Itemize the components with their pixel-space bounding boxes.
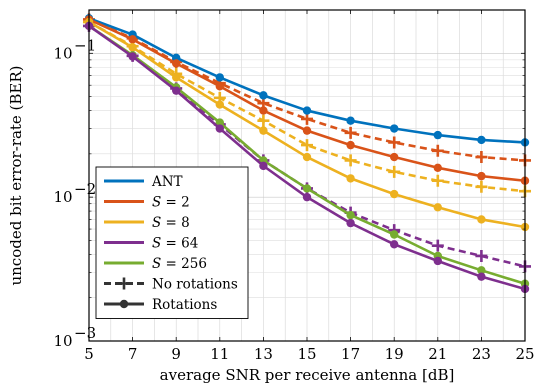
y-tick-label: 10 bbox=[53, 332, 72, 350]
series-layer bbox=[83, 13, 531, 294]
data-point bbox=[302, 152, 312, 162]
data-point bbox=[388, 165, 401, 178]
series-line bbox=[88, 24, 526, 268]
data-point bbox=[477, 272, 486, 281]
legend-marker bbox=[119, 299, 129, 309]
data-point bbox=[128, 52, 137, 61]
data-point bbox=[302, 106, 312, 115]
data-point bbox=[431, 144, 444, 157]
data-point bbox=[433, 163, 442, 172]
data-point bbox=[390, 152, 399, 162]
legend-item: S = 256 bbox=[104, 256, 207, 272]
x-axis-label: average SNR per receive antenna [dB] bbox=[160, 366, 455, 384]
data-point bbox=[172, 73, 181, 82]
y-tick-label-exponent: −3 bbox=[74, 324, 96, 342]
data-point bbox=[346, 218, 355, 228]
legend-marker bbox=[118, 277, 130, 290]
x-tick-label: 15 bbox=[297, 345, 316, 363]
data-point bbox=[344, 154, 357, 167]
x-tick-label: 21 bbox=[428, 345, 447, 363]
legend-label: Rotations bbox=[152, 297, 217, 313]
legend-item: Rotations bbox=[104, 297, 217, 313]
y-tick-label: 10 bbox=[53, 188, 72, 206]
x-tick-label: 7 bbox=[128, 345, 138, 363]
data-point bbox=[215, 100, 224, 109]
data-point bbox=[431, 239, 444, 252]
data-point bbox=[301, 112, 313, 125]
legend-item: ANT bbox=[104, 174, 183, 190]
data-point bbox=[433, 203, 442, 212]
legend-label: No rotations bbox=[152, 277, 238, 293]
series-s=2-solid bbox=[84, 15, 530, 185]
data-point bbox=[128, 35, 137, 44]
data-point bbox=[477, 135, 486, 145]
legend-label: ANT bbox=[151, 174, 183, 190]
x-tick-label: 5 bbox=[84, 345, 94, 363]
data-point bbox=[475, 151, 488, 164]
data-point bbox=[215, 124, 224, 133]
x-tick-label: 25 bbox=[515, 345, 534, 363]
legend-label: S = 8 bbox=[152, 215, 190, 231]
data-point bbox=[172, 86, 181, 95]
y-tick-label-exponent: −1 bbox=[74, 36, 96, 54]
data-point bbox=[477, 215, 486, 224]
data-point bbox=[302, 184, 312, 193]
data-point bbox=[259, 106, 268, 115]
x-tick-label: 9 bbox=[171, 345, 181, 363]
data-point bbox=[390, 230, 399, 239]
data-point bbox=[259, 126, 268, 135]
data-point bbox=[215, 118, 224, 127]
series-ant-solid bbox=[84, 14, 530, 147]
data-point bbox=[172, 59, 181, 68]
x-tick-label: 11 bbox=[210, 345, 229, 363]
data-point bbox=[431, 174, 444, 187]
data-point bbox=[433, 130, 442, 140]
legend-item: S = 2 bbox=[104, 195, 190, 211]
data-point bbox=[346, 140, 355, 150]
series-line bbox=[88, 20, 526, 193]
x-tick-label: 13 bbox=[254, 345, 273, 363]
data-point bbox=[302, 192, 312, 202]
series-s=8-solid bbox=[84, 17, 530, 232]
data-point bbox=[346, 210, 355, 220]
data-point bbox=[390, 240, 399, 249]
data-point bbox=[302, 126, 312, 135]
data-point bbox=[388, 136, 401, 149]
data-point bbox=[475, 180, 488, 193]
data-point bbox=[259, 91, 268, 100]
legend: ANT S = 2 S = 8 S = 64 S = 256 No rotations Ro… bbox=[95, 166, 249, 319]
data-point bbox=[215, 82, 224, 91]
data-point bbox=[301, 139, 313, 152]
data-point bbox=[257, 114, 270, 127]
data-point bbox=[346, 116, 355, 125]
y-tick-label-exponent: −2 bbox=[74, 180, 96, 198]
data-point bbox=[477, 171, 486, 181]
legend-item: S = 64 bbox=[104, 236, 198, 252]
data-point bbox=[346, 174, 355, 183]
data-point bbox=[475, 249, 488, 262]
legend-label: S = 2 bbox=[152, 195, 190, 211]
data-point bbox=[128, 43, 137, 52]
legend-item: No rotations bbox=[104, 277, 238, 293]
legend-item: S = 8 bbox=[104, 215, 190, 231]
legend-label: S = 256 bbox=[152, 256, 207, 272]
y-axis-label: uncoded bit error-rate (BER) bbox=[7, 65, 25, 285]
x-tick-label: 23 bbox=[472, 345, 491, 363]
legend-label: S = 64 bbox=[152, 236, 198, 252]
data-point bbox=[344, 126, 357, 139]
data-point bbox=[477, 266, 486, 275]
data-point bbox=[390, 124, 399, 133]
data-point bbox=[215, 73, 224, 82]
x-tick-label: 17 bbox=[341, 345, 360, 363]
data-point bbox=[390, 189, 399, 199]
data-point bbox=[259, 161, 268, 171]
y-tick-label: 10 bbox=[53, 44, 72, 62]
data-point bbox=[433, 256, 442, 266]
x-tick-label: 19 bbox=[385, 345, 404, 363]
